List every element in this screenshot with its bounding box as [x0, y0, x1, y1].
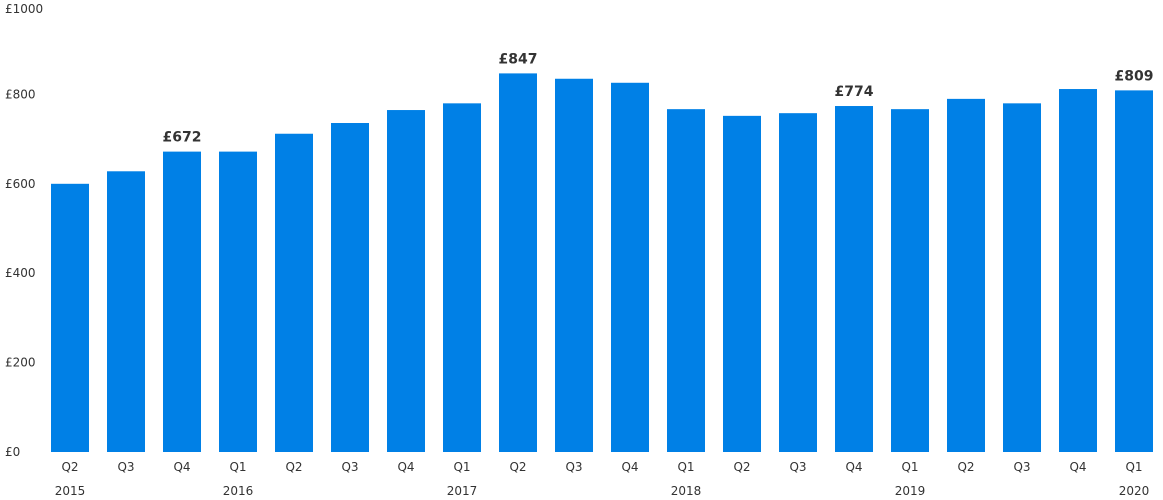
year-label: 2019 [895, 484, 926, 498]
x-tick-label: Q1 [453, 460, 470, 474]
y-tick-label: £800 [5, 87, 36, 101]
bar [1003, 103, 1041, 452]
bar [723, 115, 761, 452]
x-tick-label: Q3 [117, 460, 134, 474]
x-tick-label: Q2 [733, 460, 750, 474]
bar [387, 110, 425, 453]
x-tick-label: Q4 [397, 460, 414, 474]
bar [163, 151, 201, 452]
bar [1115, 90, 1153, 452]
bar [611, 82, 649, 452]
bar [331, 123, 369, 453]
year-label: 2015 [55, 484, 86, 498]
y-tick-label: £400 [5, 266, 36, 280]
x-tick-label: Q4 [621, 460, 638, 474]
x-tick-label: Q1 [901, 460, 918, 474]
data-label: £672 [163, 130, 202, 146]
y-tick-label: £600 [5, 177, 36, 191]
x-tick-label: Q3 [789, 460, 806, 474]
data-label: £847 [499, 51, 538, 67]
data-label: £809 [1115, 68, 1154, 84]
bar [555, 78, 593, 452]
data-labels: £672 £847 £774 £809 [163, 51, 1154, 145]
bar [667, 109, 705, 452]
x-axis: Q2 Q3 Q4 Q1 Q2 Q3 Q4 Q1 Q2 Q3 Q4 Q1 Q2 Q3 Q4 Q1 Q2 Q3 Q4 Q1 [61, 460, 1142, 474]
year-axis: 2015 2016 2017 2018 2019 2020 [55, 484, 1150, 498]
x-tick-label: Q4 [845, 460, 862, 474]
y-tick-label: £200 [5, 356, 36, 370]
x-tick-label: Q2 [285, 460, 302, 474]
year-label: 2020 [1119, 484, 1150, 498]
x-tick-label: Q2 [61, 460, 78, 474]
x-tick-label: Q3 [341, 460, 358, 474]
data-label: £774 [835, 84, 874, 100]
bar [499, 73, 537, 453]
x-tick-label: Q4 [173, 460, 190, 474]
bar [947, 98, 985, 453]
y-tick-label: £0 [5, 445, 20, 459]
y-tick-label: £1000 [5, 2, 43, 16]
bar [835, 106, 873, 452]
bars [51, 73, 1153, 453]
bar [1059, 89, 1097, 452]
x-tick-label: Q1 [677, 460, 694, 474]
bar [51, 183, 89, 453]
year-label: 2017 [447, 484, 478, 498]
year-label: 2016 [223, 484, 254, 498]
bar [107, 171, 145, 452]
bar [779, 113, 817, 452]
bar [891, 109, 929, 452]
x-tick-label: Q1 [1125, 460, 1142, 474]
bar [219, 151, 257, 452]
x-tick-label: Q4 [1069, 460, 1086, 474]
x-tick-label: Q1 [229, 460, 246, 474]
x-tick-label: Q2 [957, 460, 974, 474]
bar [443, 103, 481, 452]
y-axis: £0 £200 £400 £600 £800 £1000 [5, 2, 43, 459]
x-tick-label: Q3 [1013, 460, 1030, 474]
year-label: 2018 [671, 484, 702, 498]
bar [275, 133, 313, 452]
x-tick-label: Q2 [509, 460, 526, 474]
x-tick-label: Q3 [565, 460, 582, 474]
